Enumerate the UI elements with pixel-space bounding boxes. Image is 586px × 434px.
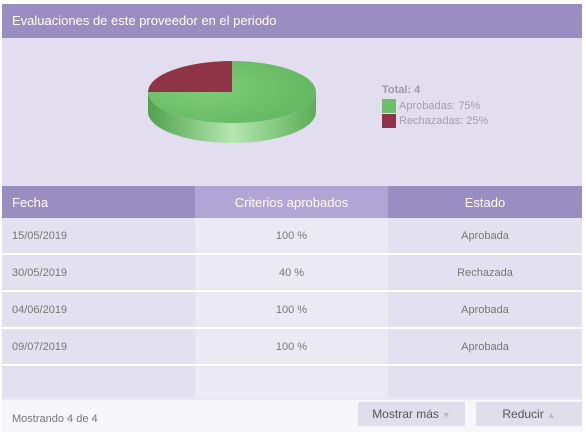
cell-criterios: 40 %	[195, 254, 388, 292]
cell-estado: Aprobada	[388, 328, 582, 366]
column-header-fecha[interactable]: Fecha	[2, 186, 195, 218]
empty-cell	[388, 365, 582, 398]
legend-swatch-aprobadas	[382, 98, 396, 113]
evaluations-panel: Evaluaciones de este proveedor en el per…	[2, 4, 582, 432]
pie-side	[148, 92, 316, 143]
table-row[interactable]: 15/05/2019 100 % Aprobada	[2, 218, 582, 255]
legend-item-aprobadas: Aprobadas: 75%	[382, 98, 488, 113]
pie-slice-rechazadas[interactable]	[148, 61, 232, 92]
table-header-row: Fecha Criterios aprobados Estado	[2, 186, 582, 218]
triangle-up-icon: ▲	[546, 410, 556, 420]
legend-item-rechazadas: Rechazadas: 25%	[382, 113, 488, 128]
show-more-label: Mostrar más	[372, 407, 439, 421]
record-count: Mostrando 4 de 4	[12, 413, 98, 425]
empty-cell	[2, 365, 195, 398]
cell-fecha: 30/05/2019	[2, 254, 195, 292]
cell-estado: Rechazada	[388, 254, 582, 292]
collapse-label: Reducir	[502, 407, 544, 421]
legend-total: Total: 4	[382, 84, 421, 96]
legend-label-aprobadas: Aprobadas: 75%	[399, 99, 481, 112]
chart-area: Total: 4 Aprobadas: 75% Rechazadas: 25%	[2, 38, 582, 187]
cell-fecha: 04/06/2019	[2, 291, 195, 329]
table-row[interactable]: 04/06/2019 100 % Aprobada	[2, 291, 582, 329]
legend-label-rechazadas: Rechazadas: 25%	[399, 114, 489, 127]
triangle-down-icon: ▼	[441, 410, 451, 420]
panel-title: Evaluaciones de este proveedor en el per…	[2, 4, 582, 38]
chart-legend: Total: 4 Aprobadas: 75% Rechazadas: 25%	[382, 84, 488, 128]
cell-estado: Aprobada	[388, 291, 582, 329]
show-more-button[interactable]: Mostrar más ▼	[358, 402, 465, 426]
table-row[interactable]: 09/07/2019 100 % Aprobada	[2, 328, 582, 366]
cell-fecha: 15/05/2019	[2, 218, 195, 255]
table-footer: Mostrando 4 de 4 Mostrar más ▼ Reducir ▲	[2, 400, 582, 432]
cell-criterios: 100 %	[195, 328, 388, 366]
column-header-criterios[interactable]: Criterios aprobados	[195, 186, 388, 218]
evaluations-table: Fecha Criterios aprobados Estado 15/05/2…	[2, 186, 582, 398]
collapse-button[interactable]: Reducir ▲	[476, 402, 582, 426]
cell-estado: Aprobada	[388, 218, 582, 255]
cell-fecha: 09/07/2019	[2, 328, 195, 366]
cell-criterios: 100 %	[195, 291, 388, 329]
cell-criterios: 100 %	[195, 218, 388, 255]
legend-swatch-rechazadas	[382, 113, 396, 128]
empty-row	[2, 365, 582, 398]
pie-chart	[148, 61, 316, 143]
column-header-estado[interactable]: Estado	[388, 186, 582, 218]
table-row[interactable]: 30/05/2019 40 % Rechazada	[2, 254, 582, 292]
empty-cell	[195, 365, 388, 398]
